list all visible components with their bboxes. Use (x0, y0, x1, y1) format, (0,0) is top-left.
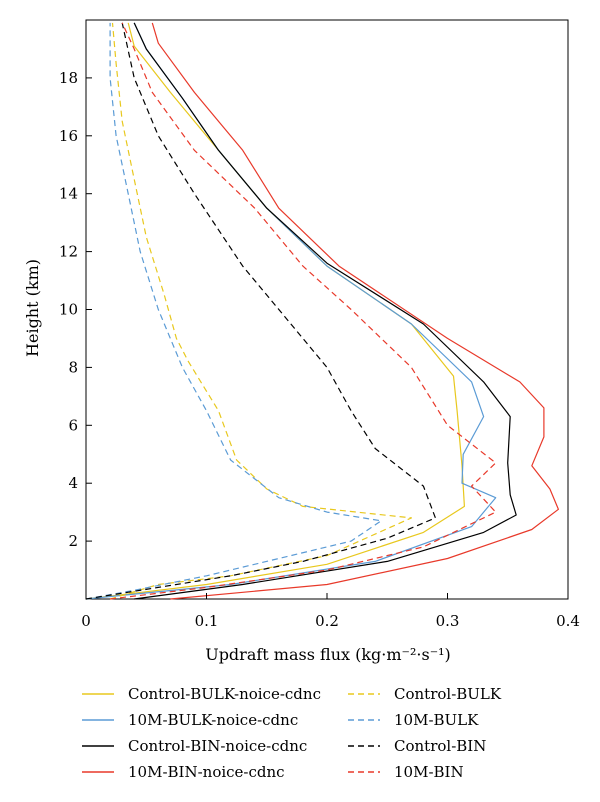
series-line-control-bin-noice-cdnc (133, 22, 517, 600)
series-layer (85, 22, 559, 600)
y-tick-label: 4 (68, 474, 78, 492)
y-tick-label: 8 (68, 358, 78, 376)
y-tick-label: 16 (59, 127, 78, 145)
y-axis-ticks: 2 4 6 8 10 12 14 16 18 (59, 69, 92, 550)
legend-label-control-bin: Control-BIN (394, 737, 486, 755)
series-line-control-bin (85, 22, 436, 600)
legend-label-control-bulk-noice-cdnc: Control-BULK-noice-cdnc (128, 685, 321, 703)
y-axis-label: Height (km) (23, 259, 42, 357)
y-tick-label: 6 (68, 416, 78, 434)
legend-label-10m-bulk-noice-cdnc: 10M-BULK-noice-cdnc (128, 711, 298, 729)
y-tick-label: 2 (68, 532, 78, 550)
series-line-10m-bin-noice-cdnc (151, 22, 559, 600)
legend: Control-BULK-noice-cdnc 10M-BULK-noice-cd… (82, 685, 502, 781)
x-tick-label: 0.2 (315, 612, 339, 630)
x-tick-label: 0.4 (556, 612, 580, 630)
legend-label-control-bulk: Control-BULK (394, 685, 502, 703)
x-tick-label: 0 (81, 612, 91, 630)
x-tick-label: 0.3 (436, 612, 460, 630)
x-axis-ticks: 0 0.1 0.2 0.3 0.4 (81, 593, 580, 630)
legend-label-10m-bulk: 10M-BULK (394, 711, 479, 729)
y-tick-label: 12 (59, 243, 78, 261)
y-tick-label: 14 (59, 185, 78, 203)
legend-label-10m-bin-noice-cdnc: 10M-BIN-noice-cdnc (128, 763, 285, 781)
x-axis-label: Updraft mass flux (kg·m⁻²·s⁻¹) (205, 645, 451, 664)
series-line-10m-bin (110, 22, 497, 600)
legend-label-10m-bin: 10M-BIN (394, 763, 464, 781)
x-tick-label: 0.1 (195, 612, 219, 630)
series-line-control-bulk (109, 22, 412, 600)
y-tick-label: 18 (59, 69, 78, 87)
legend-label-control-bin-noice-cdnc: Control-BIN-noice-cdnc (128, 737, 307, 755)
y-tick-label: 10 (59, 301, 78, 319)
series-line-10m-bulk (85, 22, 382, 600)
series-line-control-bulk-noice-cdnc (85, 22, 465, 600)
